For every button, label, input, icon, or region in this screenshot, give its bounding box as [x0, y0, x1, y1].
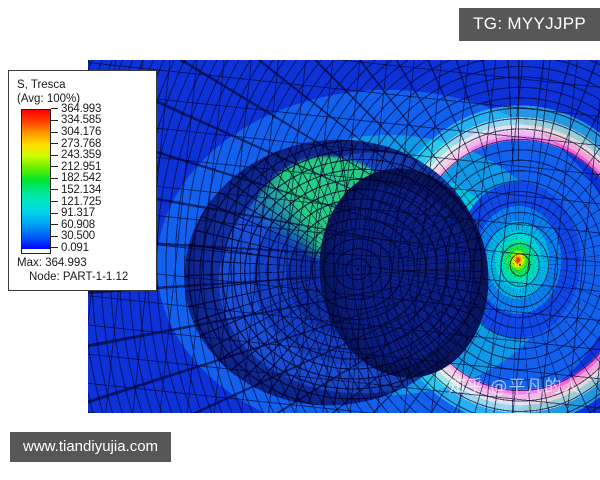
legend-tick: 91.317: [51, 207, 101, 219]
legend-tick: 364.993: [51, 103, 101, 115]
legend-band: [22, 179, 50, 192]
legend-tick-dash: [51, 201, 58, 203]
legend-title: S, Tresca: [17, 79, 66, 91]
fea-result-viewport: [88, 60, 600, 413]
legend-band: [22, 214, 50, 226]
legend-band: [22, 110, 50, 122]
legend-node-label: Node: PART-1-1.12: [29, 270, 129, 283]
legend-tick-value: 243.359: [61, 149, 102, 162]
legend-tick-dash: [51, 224, 58, 226]
legend-band: [22, 156, 50, 168]
legend-tick-value: 304.176: [61, 126, 102, 139]
legend-band: [22, 191, 50, 203]
legend-tick-dash: [51, 247, 58, 249]
legend-band: [22, 168, 50, 180]
legend-tick-value: 364.993: [61, 102, 102, 115]
legend-tick-dash: [51, 119, 58, 121]
legend-tick: 243.359: [51, 149, 101, 161]
legend-color-scale: 364.993 334.585 304.176 273.768 243.359 212.9…: [21, 103, 148, 254]
legend-tick-value: 182.542: [61, 172, 102, 185]
contour-legend-panel: S, Tresca (Avg: 100%) 364.993 334.585 304.…: [8, 70, 157, 291]
legend-tick-dash: [51, 131, 58, 133]
legend-band: [22, 144, 50, 157]
watermark-bottom-left: www.tiandiyujia.com: [10, 432, 172, 462]
legend-tick-value: 91.317: [61, 207, 95, 220]
legend-tick: 334.585: [51, 114, 102, 127]
legend-tick-dash: [51, 177, 58, 179]
legend-tick: 304.176: [51, 126, 101, 138]
legend-band: [22, 133, 50, 145]
legend-tick-dash: [51, 154, 58, 156]
legend-tick: 30.500: [51, 230, 101, 243]
legend-tick-dash: [51, 143, 58, 145]
legend-tick-value: 212.951: [61, 160, 102, 173]
legend-tick-dash: [51, 108, 58, 110]
legend-tick-value: 273.768: [61, 137, 102, 150]
legend-tick: 60.908: [51, 219, 101, 231]
legend-tick: 0.091: [51, 242, 101, 254]
legend-tick: 152.134: [51, 184, 101, 196]
legend-tick-dash: [51, 212, 58, 214]
legend-tick-value: 0.091: [61, 241, 89, 254]
legend-max-label: Max: 364.993: [17, 256, 87, 269]
legend-band: [22, 225, 50, 238]
legend-band: [22, 237, 50, 250]
legend-tick-dash: [51, 189, 58, 191]
legend-tick: 212.951: [51, 161, 101, 173]
legend-tick-dash: [51, 235, 58, 237]
legend-tick-value: 121.725: [61, 195, 102, 208]
legend-tick-value: 334.585: [61, 114, 102, 127]
legend-tick: 182.542: [51, 172, 102, 185]
legend-tick: 273.768: [51, 138, 101, 150]
legend-band: [22, 121, 50, 134]
plot-max-annotation: Max: 364.993: [386, 266, 453, 278]
legend-tick-value: 30.500: [61, 230, 95, 243]
legend-tick: 121.725: [51, 196, 101, 208]
legend-tick-values: 364.993 334.585 304.176 273.768 243.359 212.9…: [51, 103, 102, 254]
legend-band: [22, 202, 50, 215]
legend-average: (Avg: 100%): [17, 93, 81, 106]
legend-color-swatches: [21, 109, 51, 254]
watermark-top-right: TG: MYYJJPP: [459, 8, 600, 41]
legend-tick-dash: [51, 166, 58, 168]
watermark-zhihu: 知乎 @平凡的人: [448, 377, 581, 397]
legend-tick-value: 152.134: [61, 183, 102, 196]
legend-tick-value: 60.908: [61, 218, 95, 231]
